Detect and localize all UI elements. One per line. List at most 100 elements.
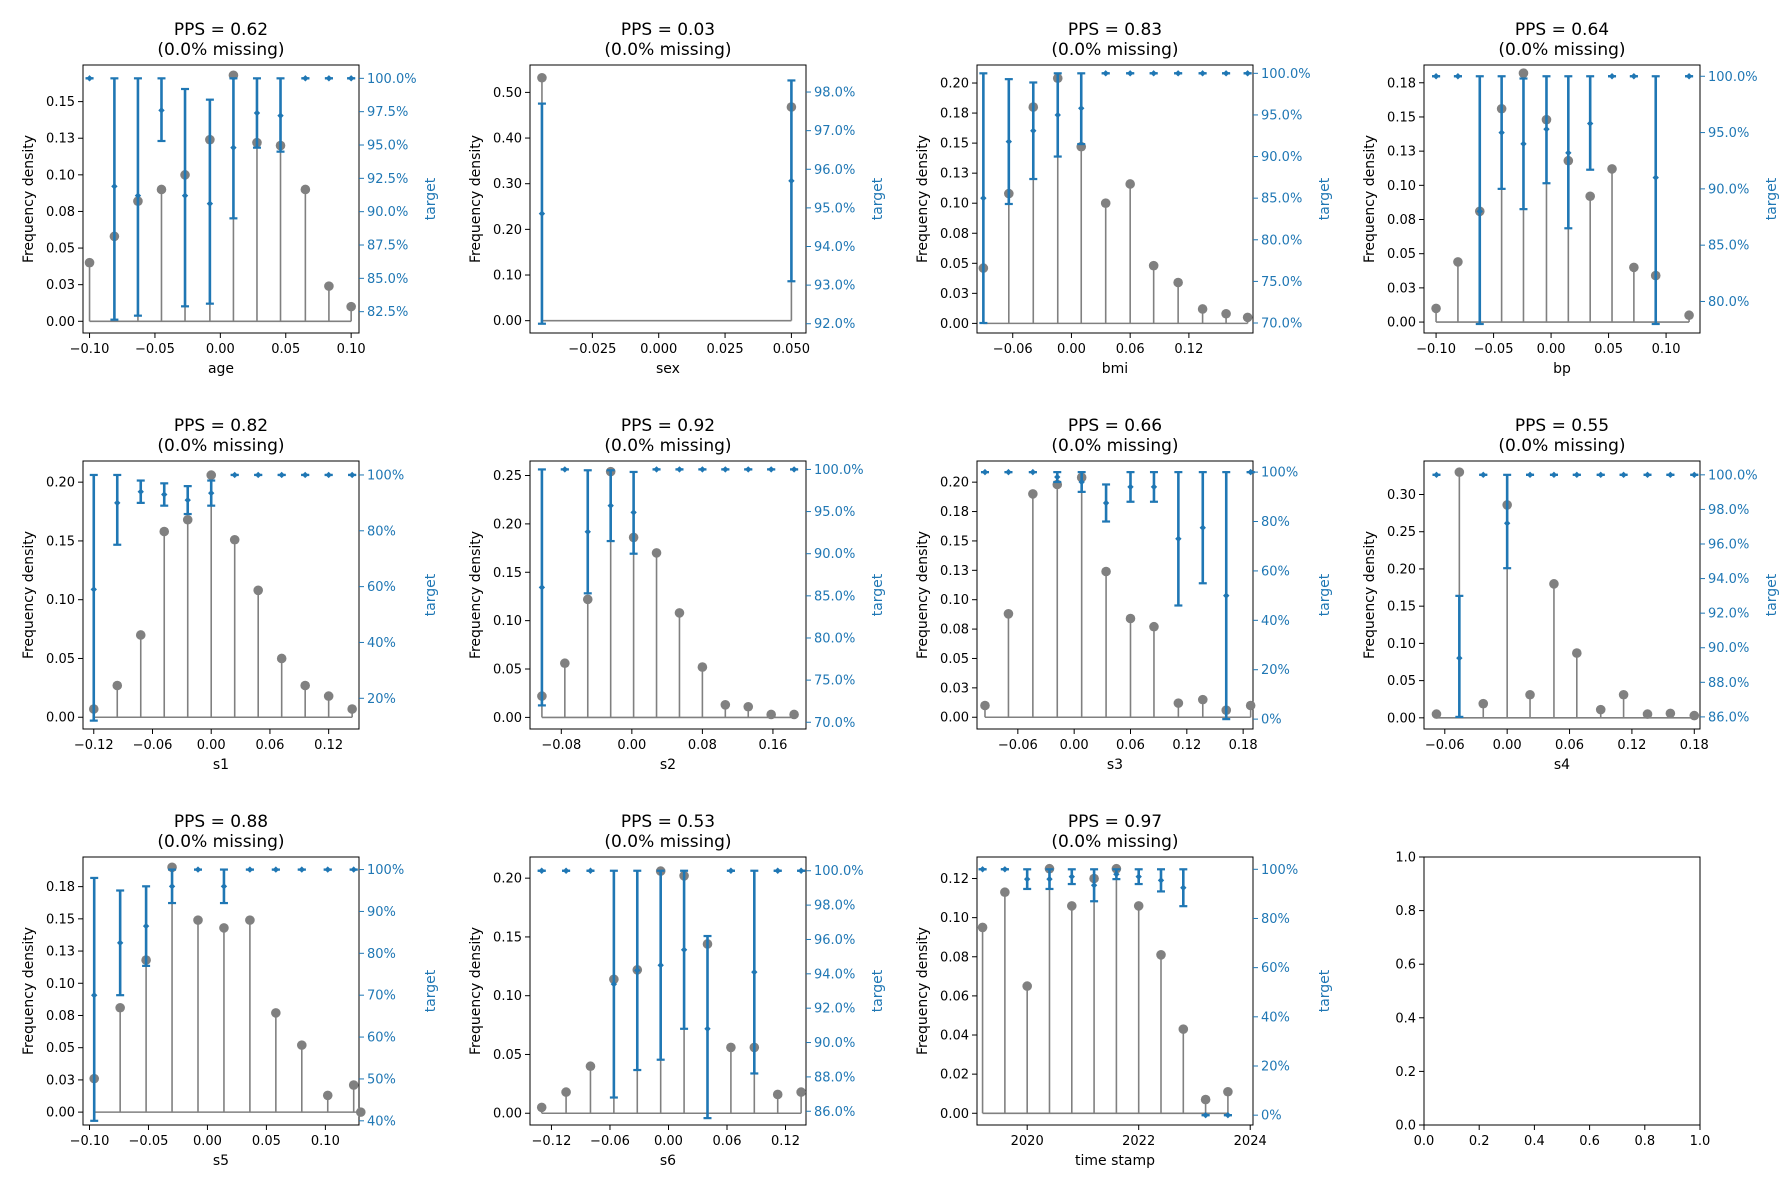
density-marker [726, 1042, 736, 1053]
target-mean-marker [1433, 471, 1440, 479]
target-mean-marker [1456, 654, 1463, 662]
y-tick-label: 0.10 [940, 593, 969, 608]
subplot-title: PPS = 0.83 [1068, 20, 1162, 40]
y2-tick-label: 86.0% [1708, 710, 1749, 725]
y-axis-label: Frequency density [915, 531, 931, 659]
y2-tick-label: 100.0% [814, 463, 864, 478]
y2-tick-label: 90.0% [367, 205, 408, 220]
density-marker [1665, 708, 1676, 719]
target-mean-marker [767, 466, 775, 473]
target-mean-marker [1667, 471, 1674, 479]
y-tick-label: 0.08 [940, 623, 969, 638]
y2-tick-label: 82.5% [367, 305, 408, 320]
x-tick-label: 0.10 [311, 1134, 340, 1149]
target-mean-marker [538, 867, 545, 874]
target-mean-marker [584, 528, 591, 535]
x-tick-label: −0.10 [1416, 342, 1456, 357]
x-tick-label: 0.18 [1229, 738, 1258, 753]
x-tick-label: 0.00 [1057, 342, 1086, 357]
density-marker [536, 1102, 547, 1113]
target-mean-marker [1223, 592, 1230, 599]
target-mean-marker [630, 509, 637, 516]
y2-tick-label: 20% [1261, 1059, 1290, 1074]
density-marker [182, 514, 193, 525]
subplot-title: PPS = 0.64 [1515, 20, 1609, 40]
y2-tick-label: 60% [1261, 961, 1290, 976]
target-mean-marker [610, 980, 618, 988]
y2-tick-label: 90.0% [1261, 150, 1302, 165]
density-marker [1684, 310, 1694, 321]
y-tick-label: 0.06 [940, 989, 969, 1004]
y-tick-label: 0.05 [493, 1048, 522, 1063]
y2-tick-label: 94.0% [814, 240, 855, 255]
y2-axis-label: target [870, 177, 886, 220]
target-mean-marker [1597, 471, 1604, 479]
target-mean-marker [699, 466, 706, 473]
y2-axis-label: target [1764, 177, 1780, 220]
subplot-subtitle: (0.0% missing) [604, 40, 731, 60]
density-marker [115, 1002, 125, 1013]
density-marker [348, 1080, 359, 1090]
x-tick-label: 0.050 [773, 342, 810, 357]
x-tick-label: 0.10 [1652, 342, 1681, 357]
target-mean-marker [246, 866, 254, 873]
density-marker [347, 704, 357, 714]
y2-tick-label: 80% [367, 524, 396, 539]
y2-tick-label: 20% [367, 692, 396, 707]
y-tick-label: 0.20 [46, 476, 75, 491]
subplot-2: −0.025 0.000 0.025 0.050 0.00 0.10 0.20 0.30 0.4… [468, 20, 886, 377]
target-mean-marker [1224, 1111, 1232, 1119]
y-tick-label: 0.15 [46, 912, 75, 927]
x-tick-label: 2024 [1234, 1134, 1267, 1149]
y2-tick-label: 87.5% [367, 239, 408, 254]
y-tick-label: 0.10 [46, 168, 75, 183]
y2-tick-label: 98.0% [814, 86, 855, 101]
y2-tick-label: 90.0% [1708, 641, 1749, 656]
y-axis-label: Frequency density [468, 531, 484, 659]
y-tick-label: 0.10 [1387, 179, 1416, 194]
y-tick-label: 0.15 [1387, 600, 1416, 615]
target-mean-marker [1476, 208, 1483, 215]
target-mean-marker [1023, 875, 1031, 883]
y-tick-label: 0.05 [940, 257, 969, 272]
y2-tick-label: 100.0% [367, 72, 417, 87]
x-tick-label: −0.06 [1425, 738, 1465, 753]
y2-tick-label: 40% [367, 1114, 396, 1129]
x-tick-label: 0.00 [193, 1134, 222, 1149]
x-tick-label: −0.06 [133, 738, 173, 753]
density-marker [1245, 700, 1256, 711]
y2-tick-label: 90% [367, 905, 396, 920]
target-mean-marker [194, 866, 202, 873]
y2-axis-label: target [1764, 573, 1780, 616]
y2-tick-label: 97.5% [367, 105, 408, 120]
y2-tick-label: 98.0% [1708, 503, 1749, 518]
target-mean-marker [1526, 471, 1534, 479]
density-marker [300, 680, 310, 691]
subplot-title: PPS = 0.03 [621, 20, 715, 40]
density-marker [1689, 710, 1700, 721]
y2-tick-label: 50% [367, 1072, 396, 1087]
target-mean-marker [1573, 471, 1581, 479]
density-marker [324, 281, 334, 291]
x-tick-label: 0.00 [654, 1134, 683, 1149]
y2-tick-label: 75.0% [814, 674, 855, 689]
x-axis-label: s2 [660, 757, 676, 773]
subplot-subtitle: (0.0% missing) [1051, 436, 1178, 456]
y-tick-label: 0.03 [1387, 281, 1416, 296]
density-marker [322, 1090, 333, 1101]
subplot-5: −0.12 −0.06 0.00 0.06 0.12 0.00 0.05 0.10 0.15 0.… [21, 416, 439, 773]
subplot-title: PPS = 0.97 [1068, 812, 1162, 832]
axes-frame [1423, 64, 1701, 334]
density-marker [245, 915, 255, 925]
density-marker [789, 709, 799, 720]
subplot-subtitle: (0.0% missing) [1051, 40, 1178, 60]
y2-tick-label: 80% [1261, 912, 1290, 927]
density-marker [1156, 950, 1166, 960]
density-marker [276, 653, 287, 664]
y-tick-label: 0.00 [940, 711, 969, 726]
x-tick-label: −0.06 [590, 1134, 630, 1149]
subplot-1: −0.10 −0.05 0.00 0.05 0.10 0.00 0.03 0.05 0.08 0.… [21, 20, 439, 377]
x-tick-label: −0.05 [129, 1134, 169, 1149]
y-tick-label: 0.15 [493, 930, 522, 945]
x-tick-label: 0.12 [1174, 342, 1203, 357]
